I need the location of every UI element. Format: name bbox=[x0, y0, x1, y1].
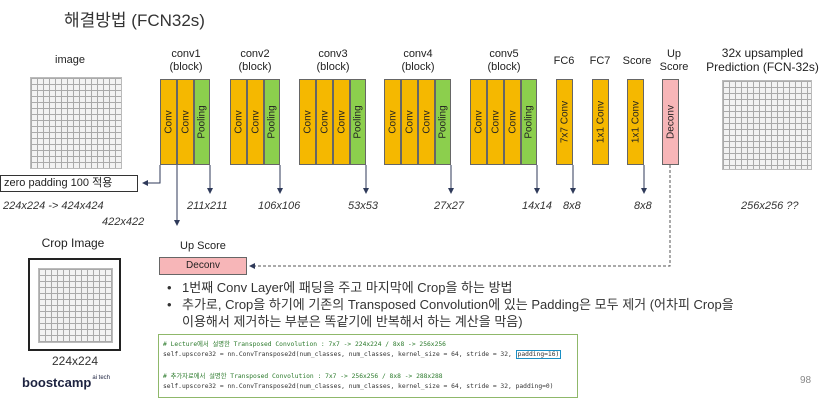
conv5-conv-a: Conv bbox=[470, 79, 487, 165]
dim-input2: 422x422 bbox=[102, 216, 145, 228]
conv5-conv-b: Conv bbox=[487, 79, 504, 165]
dim-conv4: 27x27 bbox=[434, 200, 464, 212]
logo-text: boostcamp bbox=[22, 375, 92, 390]
dim-input: 224x224 -> 424x424 bbox=[3, 200, 104, 212]
conv1-pooling: Pooling bbox=[194, 79, 210, 165]
upscore-deconv-box: Deconv bbox=[159, 257, 247, 275]
code-comment-2: # 추가자료에서 설명한 Transposed Convolution : 7x… bbox=[163, 373, 443, 380]
conv1-conv-b: Conv bbox=[177, 79, 194, 165]
conv1-conv-a: Conv bbox=[160, 79, 177, 165]
header-conv1: conv1 (block) bbox=[169, 48, 203, 73]
header-conv5: conv5 (block) bbox=[487, 48, 521, 73]
conv3-conv-c: Conv bbox=[333, 79, 350, 165]
bullet-item-1: • 1번째 Conv Layer에 패딩을 주고 마지막에 Crop을 하는 방법 bbox=[164, 279, 824, 296]
crop-size: 224x224 bbox=[51, 354, 99, 368]
code-line-1: self.upscore32 = nn.ConvTranspose2d(num_… bbox=[163, 350, 573, 359]
dim-conv5: 14x14 bbox=[522, 200, 552, 212]
dim-conv3: 53x53 bbox=[348, 200, 378, 212]
conv4-conv-a: Conv bbox=[384, 79, 401, 165]
conv4-conv-c: Conv bbox=[418, 79, 435, 165]
input-image bbox=[30, 77, 122, 169]
zero-padding-label: zero padding 100 적용 bbox=[0, 175, 138, 192]
crop-frame bbox=[28, 258, 121, 351]
dim-conv2: 106x106 bbox=[258, 200, 301, 212]
conv5-conv-c: Conv bbox=[504, 79, 521, 165]
conv3-conv-b: Conv bbox=[316, 79, 333, 165]
bullet-text-2: 추가로, Crop을 하기에 기존의 Transposed Convolutio… bbox=[182, 297, 734, 312]
bullet-item-3: 이용해서 제거하는 부분은 똑같기에 반복해서 하는 계산을 막음) bbox=[164, 313, 824, 330]
upscore-title: Up Score bbox=[180, 240, 226, 252]
crop-image bbox=[38, 268, 113, 343]
conv5-pooling: Pooling bbox=[521, 79, 537, 165]
fc6-layer: 7x7 Conv bbox=[556, 79, 573, 165]
bullet-text-3: 이용해서 제거하는 부분은 똑같기에 반복해서 하는 계산을 막음) bbox=[182, 314, 523, 329]
code-box: # Lecture에서 설명한 Transposed Convolution :… bbox=[158, 334, 578, 398]
dim-conv1: 211x211 bbox=[187, 200, 228, 212]
crop-title: Crop Image bbox=[41, 236, 105, 250]
header-image: image bbox=[55, 54, 85, 66]
code-line-2: self.upscore32 = nn.ConvTranspose2d(num_… bbox=[163, 383, 554, 390]
page-title: 해결방법 (FCN32s) bbox=[64, 11, 205, 30]
conv2-conv-b: Conv bbox=[247, 79, 264, 165]
bullet-item-2: • 추가로, Crop을 하기에 기존의 Transposed Convoluti… bbox=[164, 296, 824, 313]
prediction-image bbox=[722, 80, 812, 170]
score-layer: 1x1 Conv bbox=[627, 79, 644, 165]
dim-fc6: 8x8 bbox=[563, 200, 581, 212]
logo-sup: ai tech bbox=[92, 375, 111, 381]
conv2-pooling: Pooling bbox=[264, 79, 280, 165]
upscore-deconv-layer: Deconv bbox=[662, 79, 679, 165]
header-prediction: 32x upsampled Prediction (FCN-32s) bbox=[706, 46, 819, 74]
bullet-text-1: 1번째 Conv Layer에 패딩을 주고 마지막에 Crop을 하는 방법 bbox=[182, 280, 513, 295]
boostcamp-logo: boostcampai tech bbox=[22, 375, 110, 390]
bullet-dot: • bbox=[167, 280, 172, 295]
header-conv3: conv3 (block) bbox=[316, 48, 350, 73]
code-line-1-text: self.upscore32 = nn.ConvTranspose2d(num_… bbox=[163, 351, 512, 358]
dim-pred: 256x256 ?? bbox=[741, 200, 799, 212]
bullet-dot: • bbox=[167, 297, 172, 312]
fc7-layer: 1x1 Conv bbox=[592, 79, 609, 165]
conv3-conv-a: Conv bbox=[299, 79, 316, 165]
header-fc6: FC6 bbox=[553, 55, 575, 67]
header-score: Score bbox=[622, 55, 652, 67]
header-upscore: Up Score bbox=[659, 48, 689, 73]
bullet-list: • 1번째 Conv Layer에 패딩을 주고 마지막에 Crop을 하는 방법… bbox=[164, 279, 824, 330]
code-comment-1: # Lecture에서 설명한 Transposed Convolution :… bbox=[163, 341, 446, 348]
page-number: 98 bbox=[800, 375, 812, 386]
conv4-conv-b: Conv bbox=[401, 79, 418, 165]
conv2-conv-a: Conv bbox=[230, 79, 247, 165]
header-conv2: conv2 (block) bbox=[238, 48, 272, 73]
header-fc7: FC7 bbox=[589, 55, 611, 67]
conv3-pooling: Pooling bbox=[350, 79, 366, 165]
padding-highlight: padding=16) bbox=[515, 350, 562, 359]
conv4-pooling: Pooling bbox=[435, 79, 451, 165]
dim-score: 8x8 bbox=[634, 200, 652, 212]
header-conv4: conv4 (block) bbox=[401, 48, 435, 73]
